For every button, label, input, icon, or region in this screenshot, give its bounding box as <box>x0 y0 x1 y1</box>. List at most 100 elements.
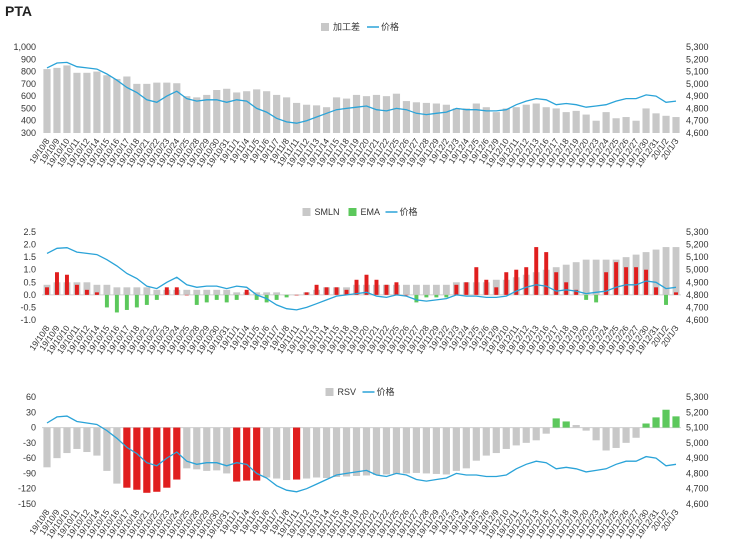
ema-bar <box>544 252 549 295</box>
smln-ema-chart: -1.0 -0.5 0.0 0.5 1.0 1.5 2.0 2.5 4,600 4,700 4,80… <box>20 206 709 356</box>
legend-label: SMLN <box>315 207 340 217</box>
series-0-bar <box>622 117 630 133</box>
y-right-tick-label: 4,700 <box>686 302 709 312</box>
series-0-bar <box>422 102 430 133</box>
series-0-bar <box>143 83 151 133</box>
ema-bar <box>284 294 289 298</box>
series-0-bar <box>522 104 530 133</box>
ema-bar <box>45 287 49 295</box>
series-0-bar <box>183 427 191 469</box>
y-right-tick-label: 4,800 <box>686 103 709 113</box>
series-0-bar <box>422 427 430 474</box>
series-0-bar <box>203 427 211 471</box>
ema-bar <box>434 294 439 298</box>
series-0-bar <box>332 427 341 477</box>
ema-bar <box>674 292 678 295</box>
series-0-bar <box>372 427 381 475</box>
series-0-bar <box>672 117 680 133</box>
series-0-bar <box>492 427 500 454</box>
ema-bar <box>654 287 659 295</box>
ema-bar <box>634 267 639 295</box>
series-0-bar <box>542 107 550 133</box>
y-left-tick-label: 900 <box>21 54 36 64</box>
series-0-bar <box>452 108 460 133</box>
series-0-bar <box>83 282 91 295</box>
ema-bar <box>514 269 519 295</box>
series-0-bar <box>173 83 181 133</box>
series-0-bar <box>233 427 241 482</box>
ema-bar <box>144 294 149 305</box>
series-0-bar <box>203 94 211 133</box>
y-left-tick-label: 1,000 <box>13 42 36 52</box>
series-0-bar <box>283 427 291 481</box>
series-0-bar <box>632 120 640 133</box>
y-left-tick-label: 300 <box>21 128 36 138</box>
series-0-bar <box>512 427 520 446</box>
series-0-bar <box>382 96 391 133</box>
price-line <box>46 61 677 124</box>
ema-bar <box>584 294 589 300</box>
series-0-bar <box>143 287 151 295</box>
ema-bar <box>124 294 129 310</box>
page-title: PTA <box>5 3 32 19</box>
series-0-bar <box>442 284 450 295</box>
series-0-bar <box>113 287 121 295</box>
y-right-tick-label: 5,100 <box>686 423 709 433</box>
series-0-bar <box>113 78 121 133</box>
ema-bar <box>294 294 299 296</box>
series-0-bar <box>133 83 141 133</box>
series-0-bar <box>502 108 510 133</box>
series-0-bar <box>382 427 391 475</box>
series-0-bar <box>602 427 610 451</box>
series-0-bar <box>113 427 121 484</box>
series-0-bar <box>53 67 61 133</box>
ema-bar <box>574 289 579 295</box>
series-0-bar <box>253 427 261 481</box>
series-0-bar <box>73 72 81 133</box>
series-0-bar <box>302 427 311 479</box>
y-right-tick-label: 5,000 <box>686 79 709 89</box>
series-0-bar <box>53 427 61 459</box>
series-0-bar <box>283 97 291 133</box>
series-0-bar <box>253 292 261 295</box>
series-0-bar <box>442 427 450 475</box>
ema-bar <box>344 289 349 295</box>
series-0-bar <box>672 247 680 295</box>
series-0-bar <box>652 249 660 295</box>
series-0-bar <box>103 75 111 133</box>
y-left-tick-label: 30 <box>26 407 36 417</box>
series-0-bar <box>243 427 251 481</box>
y-left-tick-label: -1.0 <box>20 315 36 325</box>
series-0-bar <box>662 247 670 295</box>
series-0-bar <box>352 427 361 476</box>
processing-spread-chart: 300 400 500 600 700 800 900 1,000 4,600 4,700 4,80… <box>13 21 709 169</box>
ema-bar <box>494 287 499 295</box>
series-0-bar <box>273 94 281 133</box>
series-0-bar <box>572 262 580 295</box>
series-0-bar <box>123 287 131 295</box>
ema-bar <box>614 262 619 295</box>
series-0-bar <box>153 427 161 492</box>
ema-bar <box>224 294 229 303</box>
series-0-bar <box>63 427 71 454</box>
ema-bar <box>94 292 99 295</box>
series-0-bar <box>412 427 421 473</box>
ema-bar <box>364 274 369 295</box>
series-0-bar <box>233 292 241 295</box>
ema-bar <box>154 294 159 300</box>
ema-bar <box>524 267 529 295</box>
price-line <box>46 415 677 493</box>
series-0-bar <box>562 421 570 428</box>
series-0-bar <box>63 65 71 133</box>
y-left-tick-label: -90 <box>23 468 36 478</box>
series-0-bar <box>492 112 500 133</box>
ema-bar <box>314 284 319 295</box>
y-left-tick-label: 800 <box>21 67 36 77</box>
series-0-bar <box>153 82 161 133</box>
ema-bar <box>394 282 399 295</box>
series-0-bar <box>532 103 540 133</box>
series-0-bar <box>552 108 560 133</box>
series-0-bar <box>93 284 101 295</box>
y-right-tick-label: 4,700 <box>686 116 709 126</box>
y-left-tick-label: 2.0 <box>23 240 36 250</box>
